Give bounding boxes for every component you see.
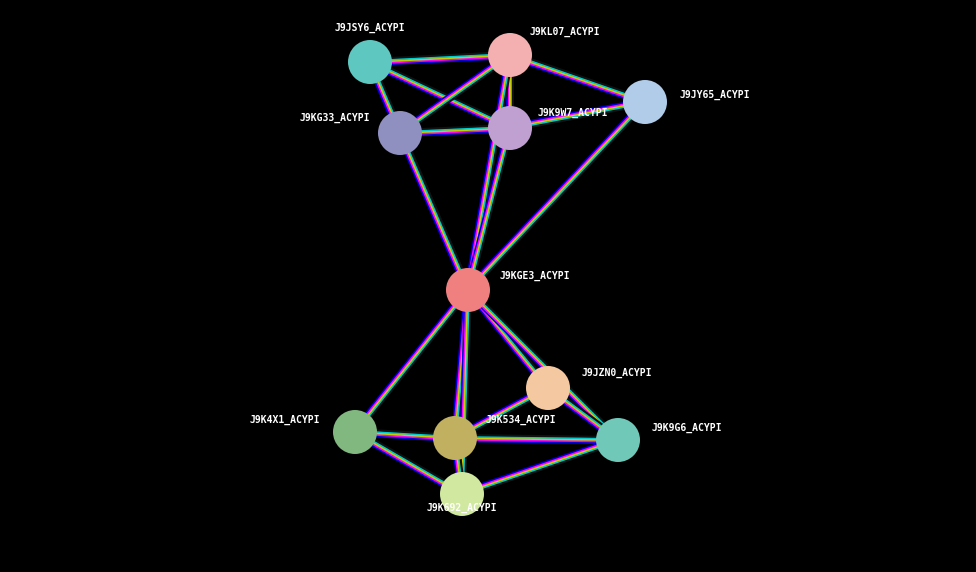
Text: J9K692_ACYPI: J9K692_ACYPI bbox=[427, 503, 497, 513]
Text: J9K4X1_ACYPI: J9K4X1_ACYPI bbox=[250, 415, 320, 425]
Text: J9JSY6_ACYPI: J9JSY6_ACYPI bbox=[335, 23, 405, 33]
Circle shape bbox=[348, 40, 392, 84]
Text: J9K534_ACYPI: J9K534_ACYPI bbox=[485, 415, 555, 425]
Text: J9K9G6_ACYPI: J9K9G6_ACYPI bbox=[652, 423, 722, 433]
Text: J9KG33_ACYPI: J9KG33_ACYPI bbox=[300, 113, 370, 123]
Circle shape bbox=[333, 410, 377, 454]
Text: J9JZN0_ACYPI: J9JZN0_ACYPI bbox=[582, 368, 653, 378]
Circle shape bbox=[596, 418, 640, 462]
Text: J9JY65_ACYPI: J9JY65_ACYPI bbox=[680, 90, 751, 100]
Text: J9KL07_ACYPI: J9KL07_ACYPI bbox=[530, 27, 600, 37]
Circle shape bbox=[440, 472, 484, 516]
Text: J9KGE3_ACYPI: J9KGE3_ACYPI bbox=[500, 271, 571, 281]
Circle shape bbox=[446, 268, 490, 312]
Circle shape bbox=[488, 33, 532, 77]
Circle shape bbox=[433, 416, 477, 460]
Circle shape bbox=[378, 111, 422, 155]
Text: J9K9W7_ACYPI: J9K9W7_ACYPI bbox=[538, 108, 608, 118]
Circle shape bbox=[488, 106, 532, 150]
Circle shape bbox=[526, 366, 570, 410]
Circle shape bbox=[623, 80, 667, 124]
